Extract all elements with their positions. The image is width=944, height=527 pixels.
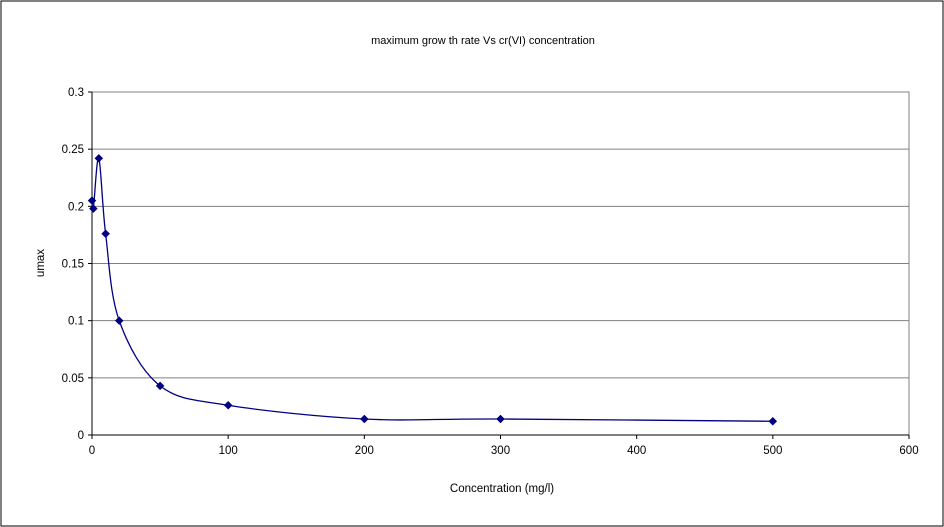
x-tick-label: 300 — [491, 445, 510, 457]
x-tick-label: 0 — [89, 445, 95, 457]
y-tick-label: 0.15 — [62, 259, 84, 271]
x-tick-label: 200 — [355, 445, 374, 457]
y-tick-label: 0 — [78, 430, 84, 442]
y-tick-label: 0.05 — [62, 373, 84, 385]
x-tick-label: 500 — [763, 445, 782, 457]
x-tick-label: 400 — [627, 445, 646, 457]
chart-title: maximum grow th rate Vs cr(VI) concentra… — [371, 35, 595, 47]
y-tick-label: 0.3 — [68, 87, 84, 99]
y-tick-label: 0.25 — [62, 144, 84, 156]
y-tick-label: 0.2 — [68, 201, 84, 213]
x-tick-label: 600 — [899, 445, 918, 457]
y-tick-label: 0.1 — [68, 316, 84, 328]
x-axis-label: Concentration (mg/l) — [450, 483, 554, 495]
x-tick-label: 100 — [219, 445, 238, 457]
y-axis-label: umax — [35, 249, 47, 277]
